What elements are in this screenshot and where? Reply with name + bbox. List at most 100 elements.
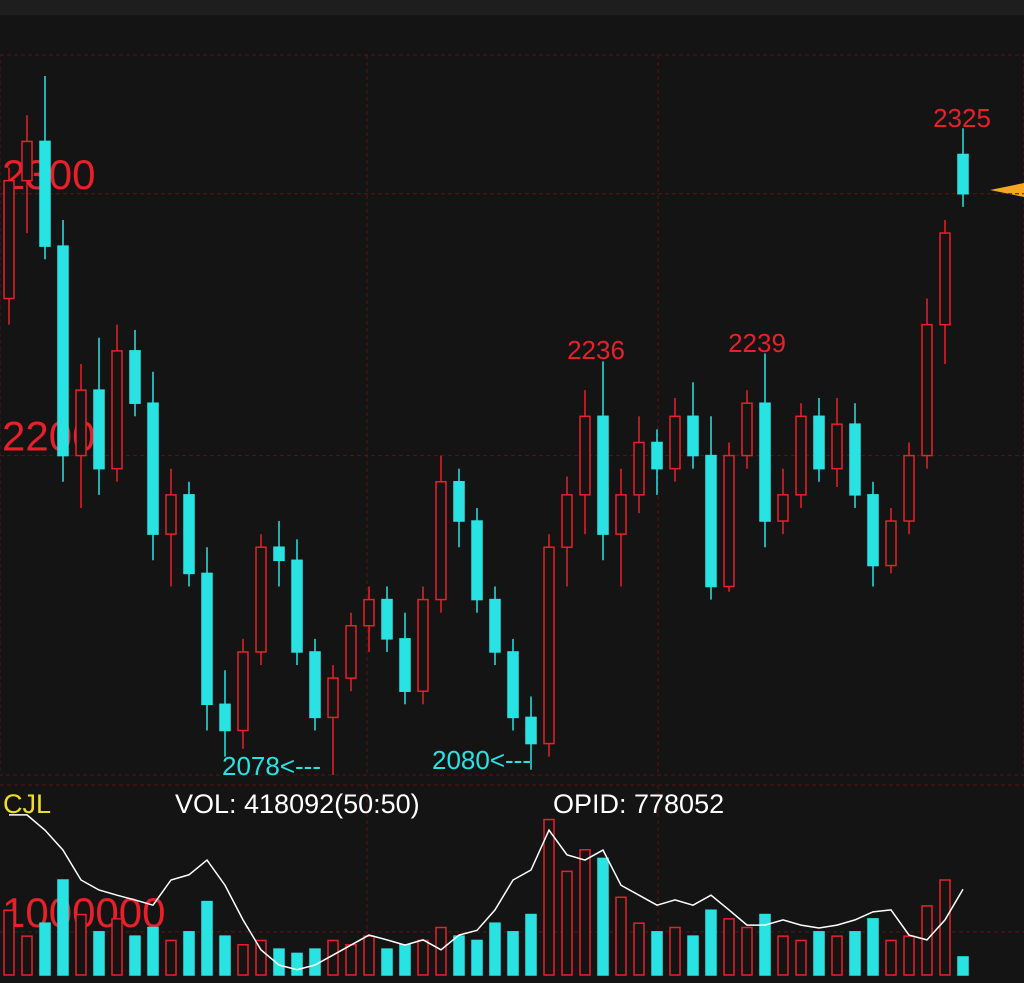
candle-body [759, 402, 771, 522]
volume-bar [273, 948, 285, 976]
volume-bar [507, 931, 519, 976]
volume-bar [867, 918, 879, 976]
volume-bar [57, 879, 69, 976]
volume-bar [237, 944, 249, 976]
candle-body [111, 350, 123, 470]
annotation: 2239 [728, 328, 786, 358]
top-bar [0, 0, 1024, 15]
candle-body [291, 559, 303, 653]
volume-bar [219, 935, 231, 976]
volume-bar [21, 935, 33, 976]
volume-bar [309, 948, 321, 976]
volume-bar [93, 931, 105, 976]
volume-bar [633, 922, 645, 976]
candle-body [885, 520, 897, 567]
opid-line [9, 814, 964, 971]
volume-label: CJL [3, 789, 51, 819]
volume-bar [651, 931, 663, 976]
volume-bar [201, 900, 213, 976]
volume-bar [399, 944, 411, 976]
volume-bar [381, 948, 393, 976]
volume-bar [885, 939, 897, 976]
volume-bar [111, 918, 123, 976]
volume-bar [831, 935, 843, 976]
candle-body [597, 415, 609, 535]
candle-body [165, 494, 177, 535]
candle-body [939, 232, 951, 326]
candle-body [345, 625, 357, 679]
candle-body [543, 546, 555, 745]
volume-bar [705, 909, 717, 976]
candle-body [705, 454, 717, 588]
annotation: 2236 [567, 335, 625, 365]
candle-body [579, 415, 591, 496]
volume-bar [795, 939, 807, 976]
price-frame [0, 54, 1024, 776]
opid-text: OPID: 778052 [553, 789, 724, 819]
candle-body [201, 572, 213, 706]
candle-body [417, 598, 429, 692]
candle-body [777, 494, 789, 522]
candle-body [615, 494, 627, 535]
candle-body [813, 415, 825, 470]
candle-body [309, 651, 321, 719]
candle-body [849, 423, 861, 496]
candle-body [525, 716, 537, 745]
candle-body [687, 415, 699, 457]
volume-bar [183, 931, 195, 976]
volume-bar [165, 939, 177, 976]
volume-bar [561, 870, 573, 976]
volume-bar [417, 939, 429, 976]
volume-bar [669, 926, 681, 976]
volume-bar [255, 939, 267, 976]
candle-body [237, 651, 249, 732]
volume-bar [129, 935, 141, 976]
candle-body [147, 402, 159, 535]
candle-body [255, 546, 267, 653]
candle-body [93, 389, 105, 470]
candle-body [957, 153, 969, 195]
candle-body [633, 441, 645, 496]
candle-body [21, 140, 33, 182]
volume-bar [849, 931, 861, 976]
candle-body [381, 598, 393, 640]
candle-body [561, 494, 573, 548]
volume-bar [471, 939, 483, 976]
volume-bar [723, 918, 735, 976]
candle-body [399, 638, 411, 692]
volume-bar [453, 935, 465, 976]
candle-body [75, 389, 87, 457]
candle-body [129, 350, 141, 404]
volume-bar [615, 896, 627, 976]
volume-bar [489, 922, 501, 976]
volume-bar [363, 935, 375, 976]
volume-bar [3, 909, 15, 976]
volume-bar [777, 935, 789, 976]
annotation: 2078<--- [222, 751, 321, 781]
candle-body [669, 415, 681, 470]
candle-body [453, 481, 465, 522]
volume-bar [39, 922, 51, 976]
candle-body [921, 323, 933, 457]
volume-bar [579, 849, 591, 976]
candle-body [903, 454, 915, 522]
candle-body [3, 179, 15, 300]
candle-body [327, 677, 339, 719]
volume-bar [903, 935, 915, 976]
volume-bar [813, 931, 825, 976]
candle-body [39, 140, 51, 247]
vol-text: VOL: 418092(50:50) [175, 789, 420, 819]
candle-body [363, 598, 375, 627]
volume-bar [345, 944, 357, 976]
candle-body [741, 402, 753, 457]
candle-body [867, 494, 879, 567]
volume-bar [525, 913, 537, 976]
volume-bar [75, 913, 87, 976]
candle-body [489, 598, 501, 653]
candle-body [183, 494, 195, 575]
volume-bar [939, 879, 951, 976]
candle-body [273, 546, 285, 562]
price-pointer [990, 183, 1024, 197]
candle-body [795, 415, 807, 496]
